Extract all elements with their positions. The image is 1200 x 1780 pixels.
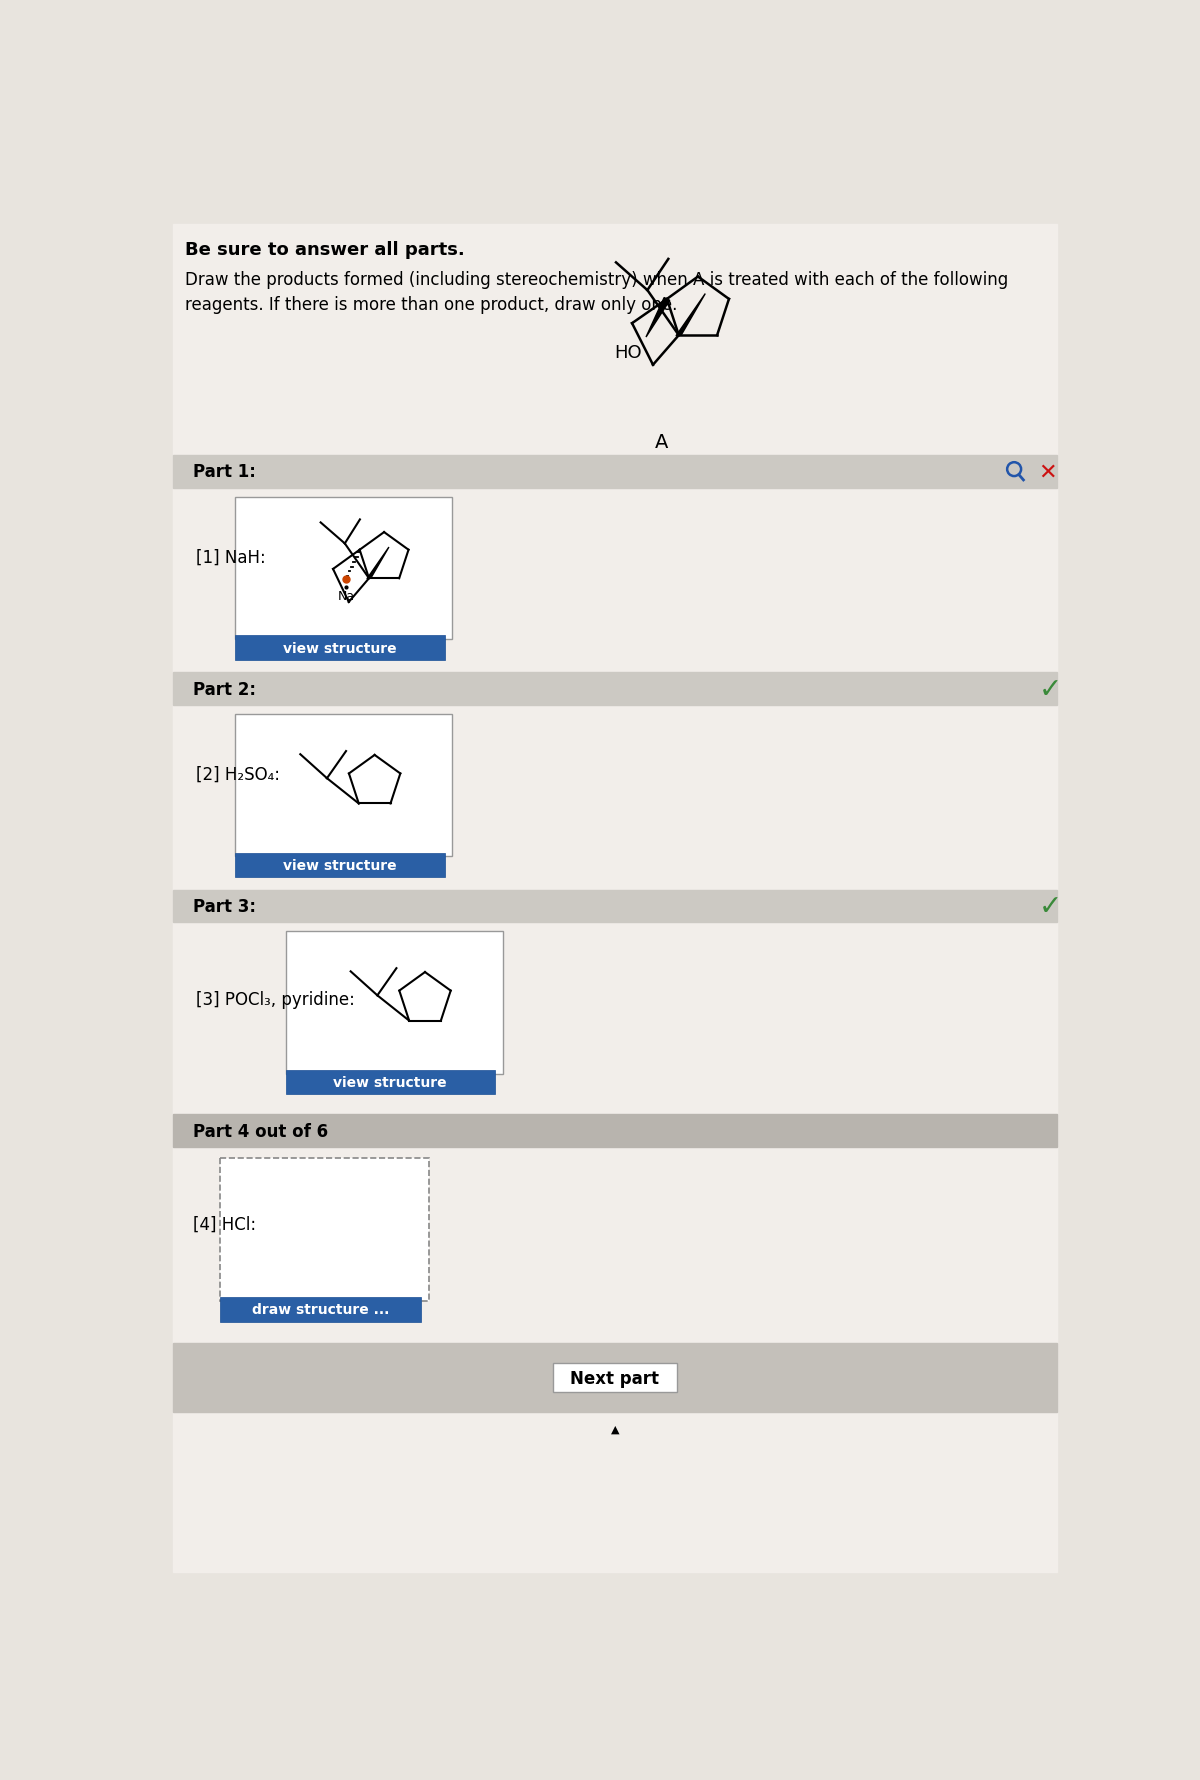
Text: Na: Na: [337, 589, 355, 602]
Text: [1] NaH:: [1] NaH:: [197, 548, 266, 566]
Text: ✕: ✕: [1038, 463, 1057, 482]
Bar: [173, 1344, 1057, 1413]
Bar: [173, 456, 1057, 488]
Text: ✓: ✓: [1039, 675, 1062, 703]
Bar: [235, 714, 452, 856]
Text: [3] POCl₃, pyridine:: [3] POCl₃, pyridine:: [197, 990, 355, 1007]
Text: view structure: view structure: [283, 858, 397, 872]
Bar: [173, 890, 1057, 922]
Text: ▲: ▲: [611, 1424, 619, 1435]
Bar: [173, 1146, 1057, 1344]
Bar: [173, 705, 1057, 890]
Text: Be sure to answer all parts.: Be sure to answer all parts.: [185, 240, 464, 258]
Text: Part 2:: Part 2:: [193, 680, 256, 698]
Polygon shape: [646, 299, 670, 338]
Text: Part 4 out of 6: Part 4 out of 6: [193, 1121, 328, 1139]
Bar: [235, 853, 444, 878]
Polygon shape: [676, 294, 706, 336]
Bar: [173, 922, 1057, 1114]
Bar: [286, 931, 503, 1073]
Bar: [286, 1070, 494, 1095]
Text: ✓: ✓: [1039, 892, 1062, 920]
Bar: [235, 498, 452, 641]
Bar: [220, 1159, 430, 1301]
Bar: [173, 1114, 1057, 1146]
Text: view structure: view structure: [283, 641, 397, 655]
Text: [2] H₂SO₄:: [2] H₂SO₄:: [197, 765, 281, 783]
Bar: [235, 635, 444, 660]
Bar: [220, 1298, 421, 1323]
Text: Next part: Next part: [570, 1369, 660, 1387]
Text: [4] HCl:: [4] HCl:: [193, 1216, 256, 1234]
Text: view structure: view structure: [334, 1075, 448, 1089]
Text: HO: HO: [614, 344, 642, 361]
Text: Part 3:: Part 3:: [193, 897, 256, 915]
Bar: [553, 1363, 677, 1392]
Polygon shape: [367, 548, 389, 580]
Text: Part 1:: Part 1:: [193, 463, 256, 481]
Bar: [173, 488, 1057, 673]
Bar: [173, 673, 1057, 705]
Text: Draw the products formed (including stereochemistry) when A is treated with each: Draw the products formed (including ster…: [185, 271, 1008, 315]
Text: A: A: [655, 433, 668, 452]
Text: draw structure ...: draw structure ...: [252, 1303, 389, 1317]
